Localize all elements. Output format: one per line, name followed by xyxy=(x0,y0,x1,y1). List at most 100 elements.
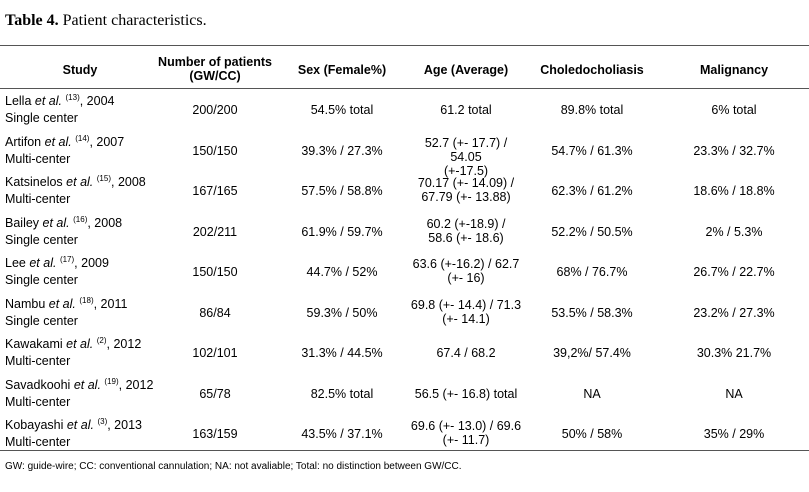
age-value-line1: 52.7 (+- 17.7) / 54.05 xyxy=(424,135,508,164)
study-year: , 2008 xyxy=(111,175,146,189)
sex-value: 57.5% / 58.8% xyxy=(301,184,383,198)
age-cell: 63.6 (+-16.2) / 62.7 (+- 16) xyxy=(410,257,522,285)
study-etal: et al. xyxy=(42,215,70,230)
study-name: Kawakami et al. (2), 2012 xyxy=(5,335,155,351)
study-name: Artifon et al. (14), 2007 xyxy=(5,133,155,149)
study-year: , 2007 xyxy=(89,134,125,149)
age-cell: 70.17 (+- 14.09) /67.79 (+- 13.88) xyxy=(410,176,522,204)
study-year: , 2008 xyxy=(87,215,123,230)
patients-cell: 102/101 xyxy=(156,346,274,360)
sex-value: 43.5% / 37.1% xyxy=(301,427,383,441)
age-cell: 56.5 (+- 16.8) total xyxy=(410,387,522,401)
sex-value: 31.3% / 44.5% xyxy=(301,346,383,360)
study-reference: (16) xyxy=(73,214,88,224)
malignancy-value: 26.7% / 22.7% xyxy=(693,265,775,279)
study-reference: (19) xyxy=(104,376,119,386)
study-year: , 2012 xyxy=(118,377,154,392)
malignancy-cell: 26.7% / 22.7% xyxy=(662,265,806,279)
study-author: Artifon xyxy=(5,134,42,149)
malignancy-cell: 18.6% / 18.8% xyxy=(662,184,806,198)
malignancy-value: 23.3% / 32.7% xyxy=(693,143,775,158)
study-name: Lee et al. (17), 2009 xyxy=(5,255,155,270)
choledocholiasis-cell: 62.3% / 61.2% xyxy=(523,184,661,198)
sex-cell: 44.7% / 52% xyxy=(275,265,409,279)
patients-value: 86/84 xyxy=(199,305,231,320)
age-value-line1: 67.4 / 68.2 xyxy=(436,346,496,360)
choledocholiasis-cell: 89.8% total xyxy=(523,103,661,117)
footnote: GW: guide-wire; CC: conventional cannula… xyxy=(5,461,462,472)
age-cell: 69.8 (+- 14.4) / 71.3 (+- 14.1) xyxy=(410,298,522,326)
age-cell: 61.2 total xyxy=(410,103,522,117)
patients-cell: 150/150 xyxy=(156,144,274,158)
study-reference: (18) xyxy=(79,295,94,305)
age-value-line2: (+- 14.1) xyxy=(442,311,490,326)
age-value-line1: 61.2 total xyxy=(440,103,492,117)
choledocholiasis-cell: 53.5% / 58.3% xyxy=(523,306,661,320)
age-value-line1: 70.17 (+- 14.09) / xyxy=(417,176,515,190)
study-name: Kobayashi et al. (3), 2013 xyxy=(5,416,155,432)
study-setting: Single center xyxy=(5,313,78,328)
choledocholiasis-value: 89.8% total xyxy=(560,103,624,117)
header-patients-line1: Number of patients xyxy=(158,55,272,69)
malignancy-cell: 6% total xyxy=(662,103,806,117)
study-etal: et al. xyxy=(34,94,63,108)
sex-value: 54.5% total xyxy=(310,103,374,117)
age-value-line2: (+-17.5) xyxy=(443,163,489,178)
study-cell: Lee et al. (17), 2009 Single center xyxy=(5,255,155,287)
study-author: Katsinelos xyxy=(5,175,63,189)
study-author: Lella xyxy=(5,94,32,108)
patients-value: 102/101 xyxy=(192,346,238,360)
malignancy-value: 6% total xyxy=(711,103,757,117)
study-cell: Lella et al. (13), 2004 Single center xyxy=(5,92,155,125)
patients-value: 200/200 xyxy=(192,103,238,117)
study-setting: Multi-center xyxy=(5,192,71,206)
choledocholiasis-cell: 39,2%/ 57.4% xyxy=(523,346,661,360)
patients-value: 163/159 xyxy=(192,427,238,441)
age-cell: 52.7 (+- 17.7) / 54.05 (+-17.5) xyxy=(410,136,522,178)
age-value-line2: 58.6 (+- 18.6) xyxy=(428,230,504,245)
study-author: Kawakami xyxy=(5,337,63,351)
study-cell: Kawakami et al. (2), 2012 Multi-center xyxy=(5,335,155,368)
header-choledocholiasis: Choledocholiasis xyxy=(540,63,644,77)
study-year: , 2012 xyxy=(106,337,142,351)
study-author: Lee xyxy=(5,256,26,270)
choledocholiasis-cell: 68% / 76.7% xyxy=(523,265,661,279)
age-value-line1: 63.6 (+-16.2) / 62.7 xyxy=(412,257,520,271)
choledocholiasis-value: 39,2%/ 57.4% xyxy=(553,346,631,360)
choledocholiasis-value: 68% / 76.7% xyxy=(556,265,628,279)
patients-value: 65/78 xyxy=(199,386,231,401)
sex-value: 82.5% total xyxy=(310,386,374,401)
study-year: , 2004 xyxy=(79,94,115,108)
patients-cell: 163/159 xyxy=(156,427,274,441)
study-cell: Artifon et al. (14), 2007 Multi-center xyxy=(5,133,155,166)
study-reference: (2) xyxy=(96,335,107,345)
study-reference: (14) xyxy=(75,133,90,143)
study-reference: (3) xyxy=(97,416,108,426)
malignancy-cell: 35% / 29% xyxy=(662,427,806,441)
sex-cell: 54.5% total xyxy=(275,103,409,117)
age-value-line1: 60.2 (+-18.9) / xyxy=(426,216,506,231)
study-name: Katsinelos et al. (15), 2008 xyxy=(5,174,155,189)
study-etal: et al. xyxy=(29,256,57,270)
age-cell: 67.4 / 68.2 xyxy=(410,346,522,360)
header-patients: Number of patients (GW/CC) xyxy=(156,55,274,83)
sex-cell: 39.3% / 27.3% xyxy=(275,144,409,158)
malignancy-value: 18.6% / 18.8% xyxy=(693,184,775,198)
choledocholiasis-cell: 52.2% / 50.5% xyxy=(523,225,661,239)
study-setting: Multi-center xyxy=(5,435,71,449)
malignancy-value: 35% / 29% xyxy=(703,427,765,441)
header-study: Study xyxy=(62,63,98,77)
malignancy-cell: 2% / 5.3% xyxy=(662,225,806,239)
sex-value: 44.7% / 52% xyxy=(306,265,378,279)
study-etal: et al. xyxy=(44,134,72,149)
choledocholiasis-cell: NA xyxy=(523,387,661,401)
study-setting: Multi-center xyxy=(5,394,71,409)
malignancy-cell: 30.3% 21.7% xyxy=(662,346,806,360)
patients-value: 167/165 xyxy=(192,184,238,198)
malignancy-value: NA xyxy=(725,386,743,401)
study-setting: Multi-center xyxy=(5,151,71,166)
patients-cell: 200/200 xyxy=(156,103,274,117)
patients-cell: 202/211 xyxy=(156,225,274,239)
study-reference: (13) xyxy=(65,92,80,102)
study-cell: Savadkoohi et al. (19), 2012 Multi-center xyxy=(5,376,155,409)
